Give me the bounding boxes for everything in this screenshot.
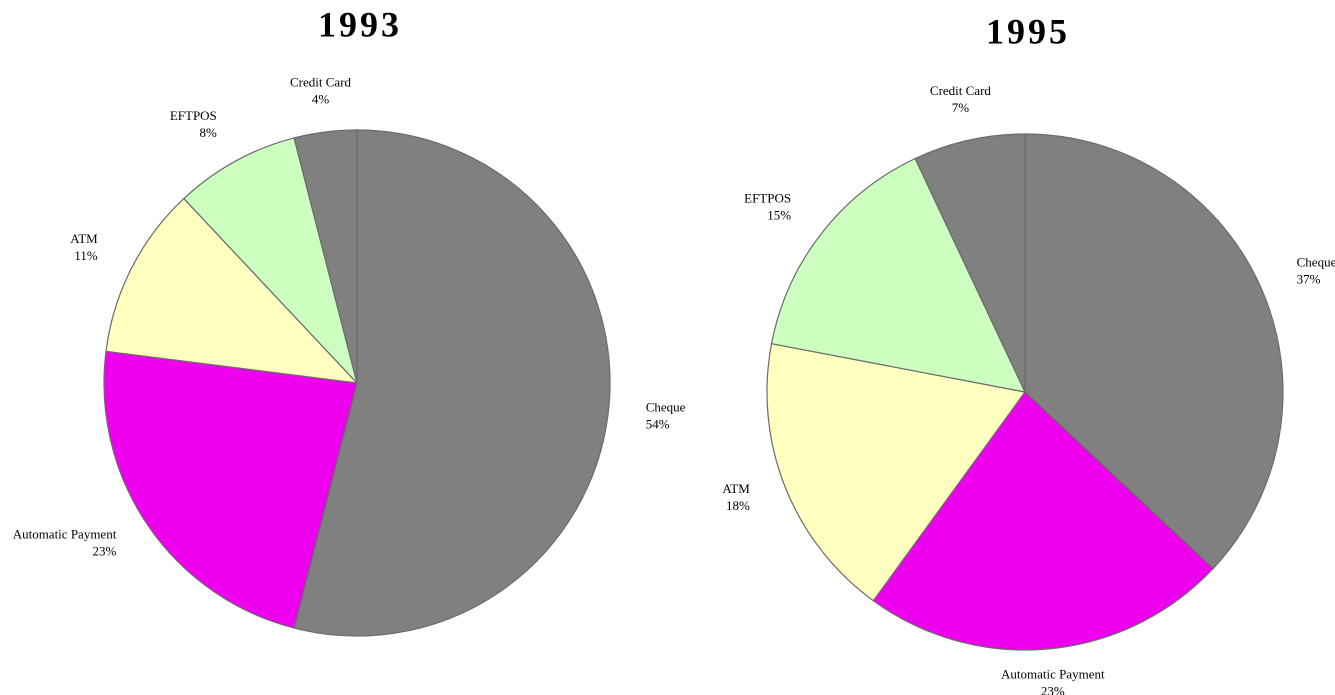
- slice-label: Cheque 54%: [646, 399, 686, 431]
- slice-name: Cheque: [646, 399, 686, 414]
- slice-label: Automatic Payment 23%: [13, 527, 117, 559]
- slice-value: 18%: [726, 498, 750, 513]
- pie-chart: 1993 Cheque 54% Automatic Payment 23% ATM 11% E…: [13, 4, 686, 637]
- slice-value: 7%: [952, 100, 970, 115]
- slice-value: 11%: [74, 248, 98, 263]
- pie-slice: [103, 350, 358, 629]
- pie-slice: [182, 137, 358, 384]
- chart-title: 1993: [318, 4, 402, 44]
- slice-label: ATM 18%: [722, 481, 750, 513]
- slice-name: Credit Card: [930, 83, 992, 98]
- slice-label: Credit Card 4%: [290, 74, 352, 106]
- pie-slice: [872, 391, 1214, 651]
- slice-value: 8%: [199, 125, 217, 140]
- pie-slice: [105, 197, 359, 384]
- slice-name: Cheque: [1297, 254, 1335, 269]
- slice-name: EFTPOS: [170, 108, 217, 123]
- slice-name: ATM: [70, 231, 98, 246]
- slice-name: Credit Card: [290, 74, 352, 89]
- pie-slice: [770, 157, 1027, 393]
- slice-value: 4%: [312, 91, 330, 106]
- slice-name: EFTPOS: [744, 191, 791, 206]
- slice-label: Credit Card 7%: [930, 83, 992, 115]
- pie-slice: [766, 342, 1027, 602]
- slice-name: ATM: [722, 481, 750, 496]
- pie-chart: 1995 Cheque 37% Automatic Payment 23% ATM 18% E…: [722, 11, 1335, 695]
- slice-value: 15%: [767, 208, 791, 223]
- chart-title: 1995: [986, 11, 1070, 51]
- slice-label: ATM 11%: [70, 231, 98, 263]
- slice-name: Automatic Payment: [13, 527, 117, 542]
- slice-value: 23%: [1041, 684, 1065, 695]
- pie-slice: [293, 129, 358, 384]
- pie-slice: [1024, 133, 1284, 570]
- slice-label: Automatic Payment 23%: [1001, 667, 1105, 695]
- pie-slice: [914, 133, 1026, 393]
- slice-value: 37%: [1297, 271, 1321, 286]
- slice-label: EFTPOS 15%: [744, 191, 791, 223]
- slice-label: Cheque 37%: [1297, 254, 1335, 286]
- slice-value: 23%: [92, 544, 116, 559]
- slice-label: EFTPOS 8%: [170, 108, 217, 140]
- pie-slice: [293, 129, 611, 637]
- slice-value: 54%: [646, 416, 670, 431]
- slice-name: Automatic Payment: [1001, 667, 1105, 682]
